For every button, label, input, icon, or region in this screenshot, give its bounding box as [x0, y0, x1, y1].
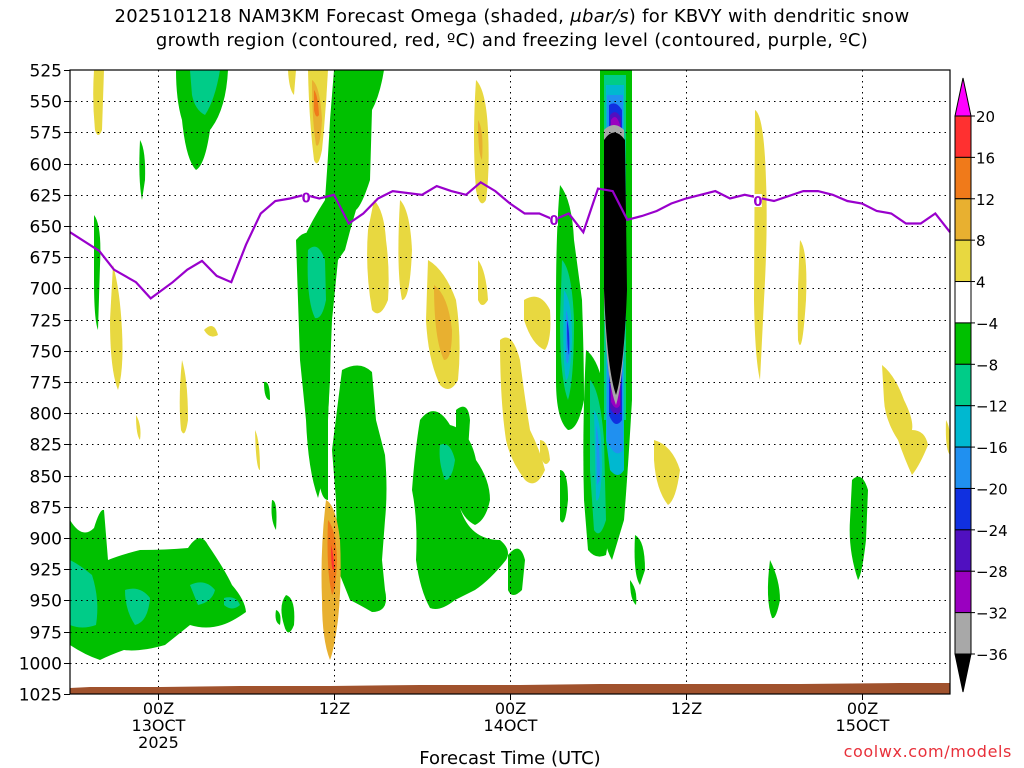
y-tick-label: 1025	[19, 686, 62, 706]
y-tick-label: 600	[30, 156, 62, 176]
colorbar-label: 8	[976, 232, 986, 250]
omega-red-regions	[331, 545, 334, 571]
colorbar-box	[954, 281, 972, 324]
colorbar-box	[954, 446, 972, 489]
freezing-label-bg	[302, 190, 311, 204]
y-tick-label: 850	[30, 468, 62, 488]
colorbar-top-arrow	[954, 77, 972, 117]
y-tick-label: 725	[30, 312, 62, 332]
y-tick-label: 900	[30, 530, 62, 550]
y-tick-label: 700	[30, 280, 62, 300]
colorbar-label: −28	[976, 563, 1008, 581]
colorbar-box	[954, 570, 972, 614]
freezing-level-labels: 0 0 0	[302, 190, 762, 229]
colorbar-box	[954, 363, 972, 407]
x-tick-label: 12Z	[319, 699, 350, 718]
y-tick-label: 575	[30, 124, 62, 144]
colorbar-box	[954, 198, 972, 241]
x-tick-label: 14OCT	[484, 716, 538, 735]
freezing-level-label: 0	[753, 195, 762, 210]
colorbar-label: −8	[976, 356, 998, 374]
colorbar-box	[954, 239, 972, 283]
y-tick-label: 1000	[19, 655, 62, 675]
colorbar-label: 4	[976, 274, 986, 292]
ground-terrain	[70, 683, 950, 694]
chart-title-line-1: 2025101218 NAM3KM Forecast Omega (shaded…	[0, 6, 1024, 27]
chart-title-line-2: growth region (contoured, red, ºC) and f…	[155, 30, 869, 51]
freezing-level-contour	[69, 180, 951, 300]
freezing-label-bg	[550, 212, 558, 226]
x-tick-label: 00Z	[495, 699, 526, 718]
colorbar-box	[954, 529, 972, 572]
y-tick-label: 675	[30, 249, 62, 269]
y-tick-label: 550	[30, 93, 62, 113]
y-tick-label: 825	[30, 436, 62, 456]
omega-yellow-regions	[93, 70, 950, 505]
freezing-level-label: 0	[549, 214, 558, 229]
colorbar-label: −36	[976, 646, 1008, 664]
y-tick-label: 800	[30, 405, 62, 425]
colorbar-bottom-arrow	[954, 653, 972, 693]
source-credit: coolwx.com/models	[843, 742, 1012, 761]
plot-grid	[70, 70, 950, 694]
colorbar-label: 20	[976, 108, 995, 126]
colorbar-box	[954, 322, 972, 365]
x-tick-label: 13OCT	[132, 716, 186, 735]
y-tick-label: 650	[30, 218, 62, 238]
y-tick-label: 750	[30, 343, 62, 363]
x-tick-label: 00Z	[143, 699, 174, 718]
y-tick-label: 625	[30, 187, 62, 207]
y-tick-label: 525	[30, 62, 62, 82]
y-tick-label: 875	[30, 499, 62, 519]
colorbar-label: −12	[976, 398, 1008, 416]
title-suffix: ) for KBVY with dendritic snow	[628, 6, 910, 27]
colorbar-label: −24	[976, 522, 1008, 540]
y-tick-label: 925	[30, 561, 62, 581]
colorbar-label: −32	[976, 605, 1008, 623]
colorbar-box	[954, 405, 972, 448]
omega-green-regions	[70, 70, 868, 660]
freezing-label-bg	[753, 194, 762, 208]
x-axis-label: Forecast Time (UTC)	[419, 748, 600, 768]
colorbar-box	[954, 115, 972, 158]
colorbar-label: 12	[976, 191, 995, 209]
y-tick-label: 775	[30, 374, 62, 394]
title-unit: μbar/s	[570, 6, 629, 27]
x-tick-label: 12Z	[671, 699, 702, 718]
colorbar-box	[954, 612, 972, 655]
title-prefix: 2025101218 NAM3KM Forecast Omega (shaded…	[114, 6, 571, 27]
y-axis: 525 550 575 600 625 650 675 700 725 750 775 800 825 8…	[19, 62, 70, 706]
colorbar-label: 16	[976, 149, 995, 167]
x-tick-label: 00Z	[847, 699, 878, 718]
colorbar-label: −16	[976, 439, 1008, 457]
colorbar-box	[954, 487, 972, 531]
freezing-level-label: 0	[302, 191, 311, 206]
omega-black-core	[604, 132, 627, 395]
omega-shading	[70, 70, 950, 660]
colorbar-box	[954, 156, 972, 200]
colorbar-label: −20	[976, 480, 1008, 498]
x-tick-label: 15OCT	[836, 716, 890, 735]
omega-colorbar: 20 16 12 8 4 −4 −8 −12 −16 −20 −24 −28 −32 −36	[954, 77, 1008, 693]
y-tick-label: 950	[30, 592, 62, 612]
colorbar-label: −4	[976, 315, 998, 333]
x-tick-label: 2025	[138, 733, 179, 752]
y-tick-label: 975	[30, 624, 62, 644]
